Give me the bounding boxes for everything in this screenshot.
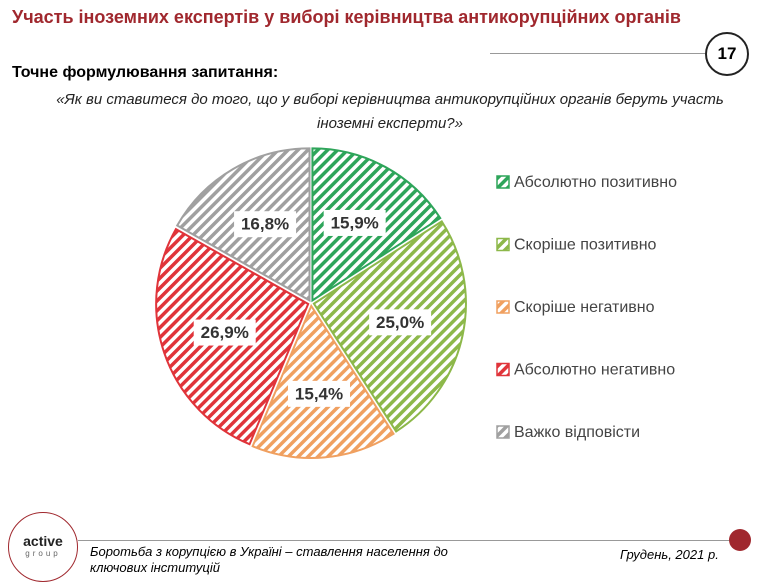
legend-swatch bbox=[496, 175, 510, 189]
legend-label: Важко відповісти bbox=[514, 424, 640, 441]
logo: active group bbox=[8, 512, 78, 582]
legend-swatch bbox=[496, 425, 510, 439]
legend-swatch bbox=[496, 362, 510, 377]
label-box bbox=[369, 309, 432, 336]
footer-left: Боротьба з корупцією в Україні – ставлен… bbox=[90, 544, 448, 575]
value-label: 16,8% bbox=[241, 215, 289, 234]
label-box bbox=[323, 209, 386, 236]
page-number: 17 bbox=[705, 32, 749, 76]
value-label: 25,0% bbox=[376, 313, 424, 332]
chart: 15,9% 25,0% 15,4% 26,9% 16,8% Абсолютно позит… bbox=[155, 147, 677, 459]
legend-swatch bbox=[496, 237, 510, 252]
footer-dot bbox=[729, 529, 751, 551]
logo-top: active bbox=[23, 533, 63, 549]
logo-bottom: group bbox=[25, 549, 61, 558]
question: «Як ви ставитеся до того, що у виборі ке… bbox=[56, 91, 724, 132]
subtitle: Точне формулювання запитання: bbox=[12, 64, 279, 81]
value-label: 15,9% bbox=[331, 213, 379, 232]
legend-label: Скоріше негативно bbox=[514, 299, 655, 316]
title-rule bbox=[490, 53, 705, 54]
label-box bbox=[288, 380, 351, 407]
slide-title: Участь іноземних експертів у виборі кері… bbox=[12, 7, 681, 27]
legend-label: Скоріше позитивно bbox=[514, 237, 657, 254]
footer-rule bbox=[78, 540, 740, 541]
footer-right: Грудень, 2021 р. bbox=[620, 547, 719, 562]
value-label: 26,9% bbox=[201, 323, 249, 342]
legend-label: Абсолютно негативно bbox=[514, 362, 675, 379]
legend-swatch bbox=[496, 300, 510, 314]
label-box bbox=[193, 319, 256, 346]
legend-label: Абсолютно позитивно bbox=[514, 174, 677, 191]
value-label: 15,4% bbox=[295, 384, 343, 403]
label-box bbox=[234, 211, 297, 238]
